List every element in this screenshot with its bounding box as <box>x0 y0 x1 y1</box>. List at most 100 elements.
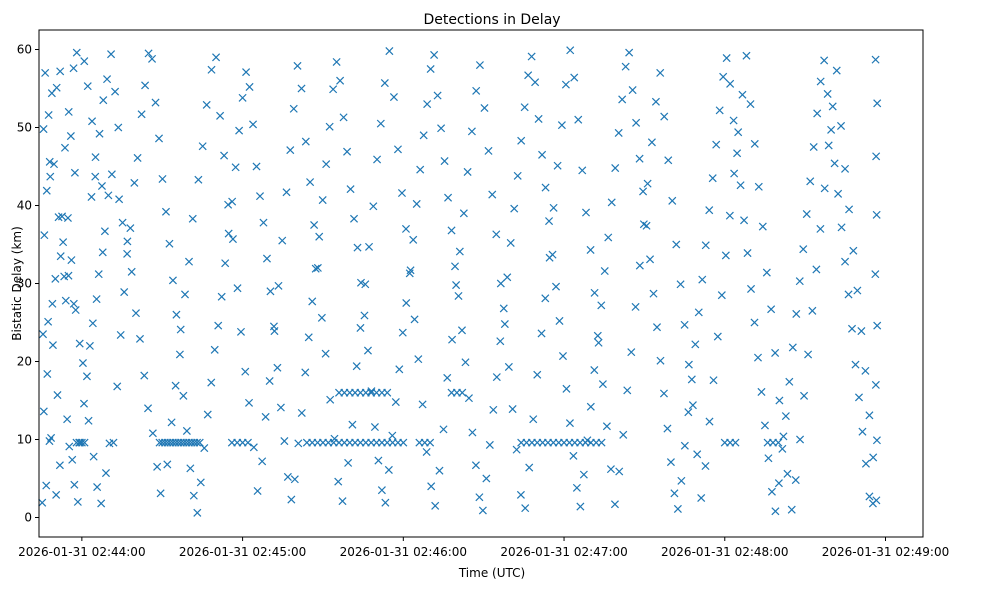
data-point <box>161 207 170 216</box>
data-point <box>525 463 534 472</box>
data-point <box>131 309 140 318</box>
data-point <box>847 324 857 333</box>
data-point <box>734 128 743 137</box>
data-point <box>398 328 407 337</box>
data-point <box>216 111 225 120</box>
data-point <box>344 458 353 467</box>
data-point <box>478 506 487 515</box>
data-point <box>463 167 472 176</box>
data-point <box>93 483 102 492</box>
data-point <box>253 486 262 496</box>
data-point <box>722 54 731 63</box>
data-point <box>832 66 841 75</box>
data-point <box>88 319 97 328</box>
data-point <box>45 157 54 166</box>
data-point <box>235 126 244 135</box>
data-point <box>705 417 714 426</box>
data-point <box>289 104 298 113</box>
data-point <box>48 299 57 308</box>
data-point <box>245 82 254 91</box>
data-point <box>687 375 696 384</box>
data-point <box>238 93 247 102</box>
data-point <box>841 164 850 173</box>
data-point <box>115 195 124 204</box>
data-point <box>388 431 397 440</box>
data-point <box>212 53 221 62</box>
data-point <box>545 217 554 226</box>
data-point <box>569 451 578 460</box>
data-point <box>503 273 512 282</box>
data-point <box>531 78 540 87</box>
data-point <box>869 453 878 462</box>
data-point <box>171 381 180 390</box>
data-point <box>97 181 106 191</box>
data-point <box>712 140 721 149</box>
data-point <box>439 425 448 434</box>
data-point <box>816 77 825 86</box>
data-point <box>427 482 436 491</box>
data-point <box>348 420 357 429</box>
data-point <box>758 222 767 231</box>
data-point <box>48 341 57 350</box>
data-point <box>195 438 204 447</box>
data-point <box>684 360 693 369</box>
data-point <box>224 229 233 238</box>
data-point <box>51 274 60 283</box>
data-point <box>77 438 86 447</box>
data-point <box>448 335 457 344</box>
data-point <box>196 478 205 487</box>
data-point <box>488 190 497 199</box>
data-point <box>44 110 53 120</box>
data-point <box>383 388 392 397</box>
data-point <box>521 504 530 513</box>
data-point <box>153 462 162 471</box>
data-point <box>730 169 739 178</box>
data-point <box>447 226 456 235</box>
data-point <box>586 245 595 254</box>
data-point <box>872 496 881 505</box>
data-point <box>475 493 484 502</box>
data-point <box>68 455 77 464</box>
data-point <box>435 466 444 475</box>
data-point <box>572 483 581 492</box>
x-tick-label: 2026-01-31 02:44:00 <box>18 545 145 559</box>
data-point <box>422 447 431 457</box>
x-tick-label: 2026-01-31 02:45:00 <box>179 545 306 559</box>
data-point <box>365 242 374 251</box>
data-point <box>322 160 331 169</box>
data-point <box>820 184 829 193</box>
data-point <box>861 366 870 375</box>
data-point <box>89 452 98 461</box>
data-point <box>231 163 240 172</box>
data-point <box>194 175 203 184</box>
data-point <box>334 477 343 486</box>
data-point <box>628 86 637 95</box>
data-point <box>672 240 681 249</box>
data-point <box>721 251 730 260</box>
data-point <box>107 170 116 179</box>
data-point <box>537 329 546 338</box>
data-point <box>475 61 484 70</box>
data-point <box>56 67 65 76</box>
data-point <box>458 388 467 397</box>
data-point <box>873 99 882 108</box>
data-point <box>808 306 817 315</box>
data-point <box>471 461 480 470</box>
data-point <box>774 479 783 488</box>
data-point <box>297 84 306 93</box>
y-tick-label: 10 <box>17 433 32 447</box>
data-point <box>55 461 64 470</box>
data-point <box>224 200 233 209</box>
data-point <box>492 373 501 382</box>
data-point <box>43 369 52 379</box>
data-point <box>464 394 473 403</box>
data-point <box>401 224 411 233</box>
data-point <box>646 255 655 264</box>
data-point <box>207 378 216 387</box>
data-point <box>693 450 702 459</box>
data-point <box>165 239 174 248</box>
data-point <box>318 196 327 205</box>
data-point <box>293 61 302 70</box>
data-point <box>743 249 752 258</box>
